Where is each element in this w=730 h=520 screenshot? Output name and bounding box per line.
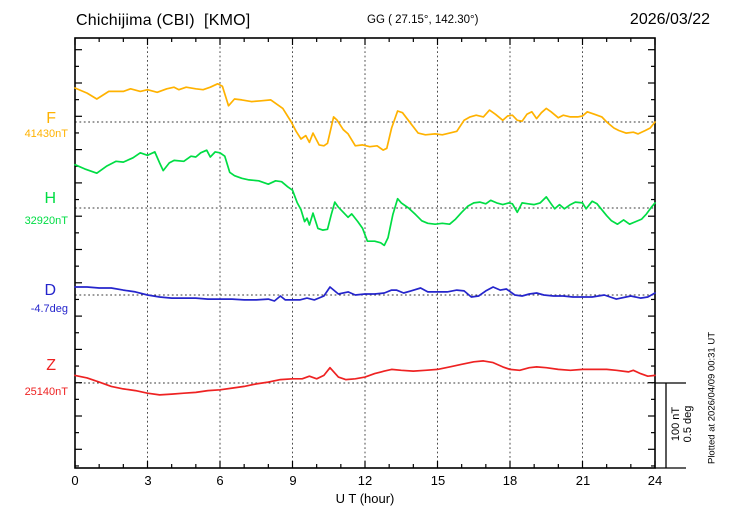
plotted-at-note: Plotted at 2026/04/09 00:31 UT	[706, 331, 718, 465]
geographic-coordinates: GG ( 27.15°, 142.30°)	[367, 14, 479, 26]
channel-label-H: H	[44, 190, 56, 207]
scale-bar-label-nt: 100 nT	[670, 406, 682, 442]
plot-date: 2026/03/22	[629, 11, 710, 28]
x-axis-label: U T (hour)	[335, 491, 395, 506]
x-tick-label-15: 15	[430, 473, 446, 488]
x-tick-label-21: 21	[575, 473, 591, 488]
scale-bar-label: 100 nT 0.5 deg	[670, 406, 694, 443]
x-tick-label-0: 0	[71, 473, 79, 488]
observatory-title: Chichijima (CBI) [KMO]	[76, 12, 251, 29]
trace-Z	[74, 360, 656, 396]
channel-label-F: F	[46, 110, 56, 127]
trace-D	[74, 286, 656, 302]
trace-F	[74, 82, 656, 151]
x-tick-label-3: 3	[144, 473, 152, 488]
x-tick-label-6: 6	[216, 473, 224, 488]
scale-bar-label-deg: 0.5 deg	[682, 405, 694, 443]
channel-value-H: 32920nT	[24, 215, 68, 227]
channel-value-D: -4.7deg	[30, 303, 68, 315]
x-tick-label-9: 9	[289, 473, 297, 488]
trace-H	[74, 149, 656, 247]
x-tick-label-18: 18	[502, 473, 518, 488]
x-tick-label-12: 12	[357, 473, 373, 488]
channel-label-D: D	[44, 282, 56, 299]
channel-label-Z: Z	[46, 357, 56, 374]
x-tick-label-24: 24	[647, 473, 663, 488]
channel-value-F: 41430nT	[24, 128, 68, 140]
channel-value-Z: 25140nT	[24, 386, 68, 398]
